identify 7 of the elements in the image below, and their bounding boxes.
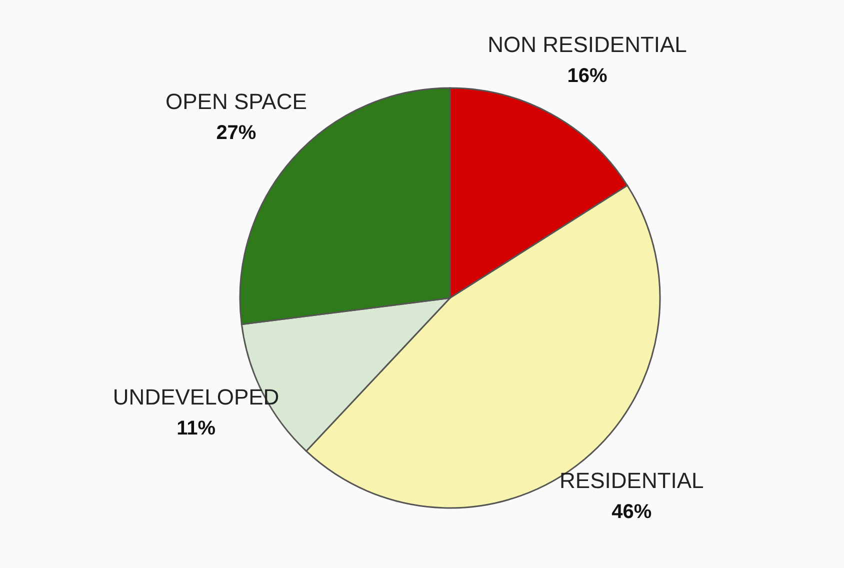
data-label: 46% xyxy=(612,501,652,524)
data-label: 27% xyxy=(216,122,256,144)
slice-label: OPEN SPACE xyxy=(166,88,307,114)
slice-label: RESIDENTIAL xyxy=(560,468,704,494)
slice-label: NON RESIDENTIAL xyxy=(488,32,687,57)
data-label: 11% xyxy=(176,417,216,440)
data-label: 16% xyxy=(567,64,608,87)
